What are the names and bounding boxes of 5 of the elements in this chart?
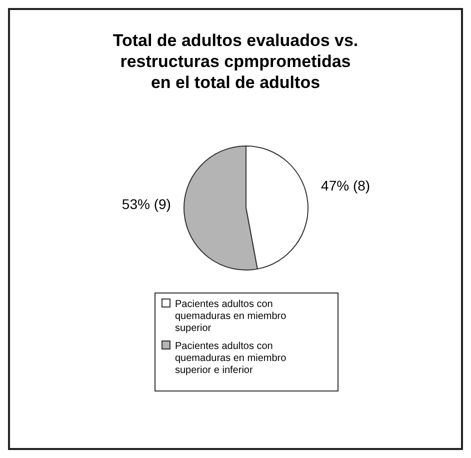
legend-label: Pacientes adultos con quemaduras en miembro superior [175, 299, 287, 334]
chart-title: Total de adultos evaluados vs. restructuras cpmprometidas en el total de adultos [112, 31, 358, 92]
data-label: 47% (8) [321, 177, 370, 194]
data-label: 53% (9) [122, 196, 171, 212]
legend-label: Pacientes adultos con quemaduras en miembro superior e inferior [175, 341, 287, 376]
